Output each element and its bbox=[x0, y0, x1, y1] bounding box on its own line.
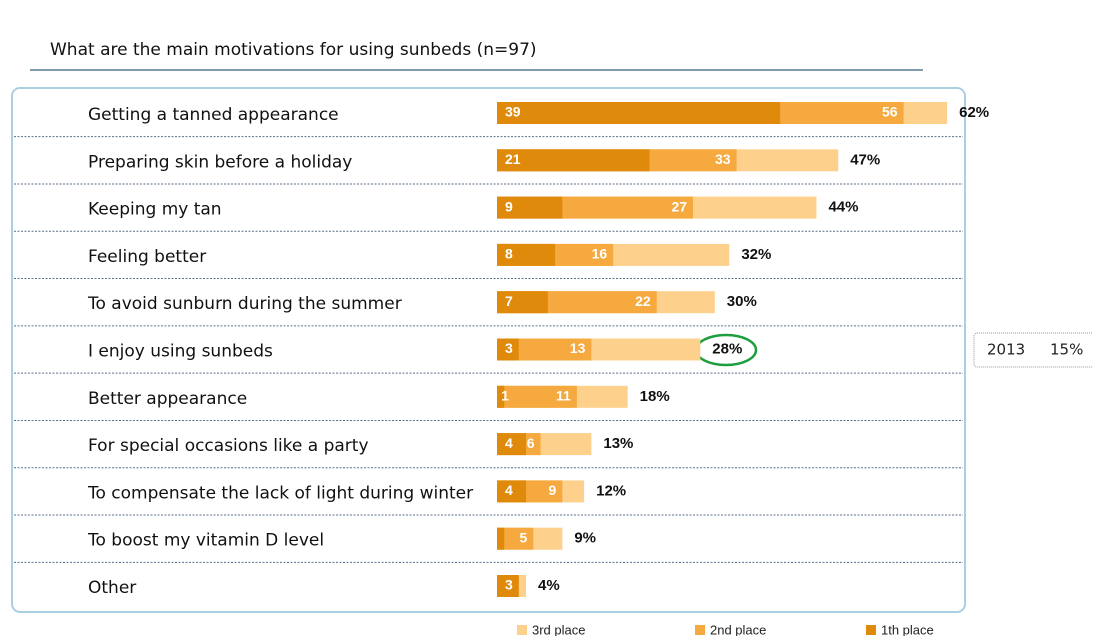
category-label: To boost my vitamin D level bbox=[87, 531, 324, 551]
total-label: 47% bbox=[850, 151, 880, 168]
value-label: 13 bbox=[570, 340, 586, 356]
total-label: 28% bbox=[712, 340, 742, 357]
total-label: 12% bbox=[596, 482, 626, 499]
category-label: To compensate the lack of light during w… bbox=[87, 483, 473, 503]
bar bbox=[497, 338, 592, 361]
value-label: 22 bbox=[635, 293, 651, 309]
category-label: I enjoy using sunbeds bbox=[88, 342, 273, 362]
total-label: 18% bbox=[640, 388, 670, 405]
total-label: 32% bbox=[741, 246, 771, 263]
bar bbox=[497, 385, 505, 408]
total-label: 62% bbox=[959, 104, 989, 121]
value-label: 4 bbox=[505, 482, 513, 498]
value-label: 27 bbox=[671, 198, 687, 214]
bar bbox=[497, 196, 563, 219]
bar bbox=[497, 102, 781, 124]
value-label: 39 bbox=[505, 104, 521, 120]
bar bbox=[497, 575, 519, 597]
total-label: 30% bbox=[727, 293, 757, 310]
value-label: 9 bbox=[549, 482, 557, 498]
value-label: 9 bbox=[505, 198, 513, 214]
category-label: Keeping my tan bbox=[88, 200, 222, 220]
value-label: 16 bbox=[592, 246, 608, 262]
value-label: 21 bbox=[505, 151, 521, 167]
value-label: 1 bbox=[501, 388, 509, 404]
bar bbox=[497, 243, 556, 266]
category-label: Better appearance bbox=[88, 389, 247, 409]
value-label: 3 bbox=[505, 577, 513, 593]
chart-title: What are the main motivations for using … bbox=[50, 40, 537, 60]
category-label: Other bbox=[88, 578, 136, 598]
category-label: To avoid sunburn during the summer bbox=[87, 294, 402, 314]
annotation: 15% bbox=[1050, 341, 1083, 359]
legend-label: 1th place bbox=[881, 622, 934, 636]
total-label: 4% bbox=[538, 577, 560, 594]
bar bbox=[497, 385, 577, 408]
category-label: Feeling better bbox=[88, 247, 206, 267]
bar bbox=[497, 433, 527, 456]
value-label: 56 bbox=[882, 104, 898, 120]
total-label: 9% bbox=[574, 530, 596, 547]
legend-swatch bbox=[695, 625, 705, 635]
value-label: 5 bbox=[520, 529, 528, 545]
bar bbox=[497, 149, 650, 172]
value-label: 8 bbox=[505, 246, 513, 262]
value-label: 6 bbox=[527, 435, 535, 451]
category-label: For special occasions like a party bbox=[88, 436, 369, 456]
value-label: 3 bbox=[505, 340, 513, 356]
legend-swatch bbox=[517, 625, 527, 635]
bar bbox=[497, 527, 505, 550]
category-label: Getting a tanned appearance bbox=[88, 105, 339, 125]
legend-label: 3rd place bbox=[532, 622, 585, 636]
bar bbox=[497, 480, 527, 503]
frame bbox=[11, 87, 966, 613]
bar bbox=[497, 291, 548, 314]
value-label: 33 bbox=[715, 151, 731, 167]
value-label: 7 bbox=[505, 293, 513, 309]
bar bbox=[497, 527, 534, 550]
category-label: Preparing skin before a holiday bbox=[88, 152, 352, 172]
value-label: 4 bbox=[505, 435, 513, 451]
value-label: 11 bbox=[556, 388, 571, 404]
annotation: 2013 bbox=[987, 341, 1025, 359]
total-label: 13% bbox=[603, 435, 633, 452]
bar bbox=[497, 338, 519, 361]
legend-label: 2nd place bbox=[710, 622, 766, 636]
total-label: 44% bbox=[828, 199, 858, 216]
legend-swatch bbox=[866, 625, 876, 635]
